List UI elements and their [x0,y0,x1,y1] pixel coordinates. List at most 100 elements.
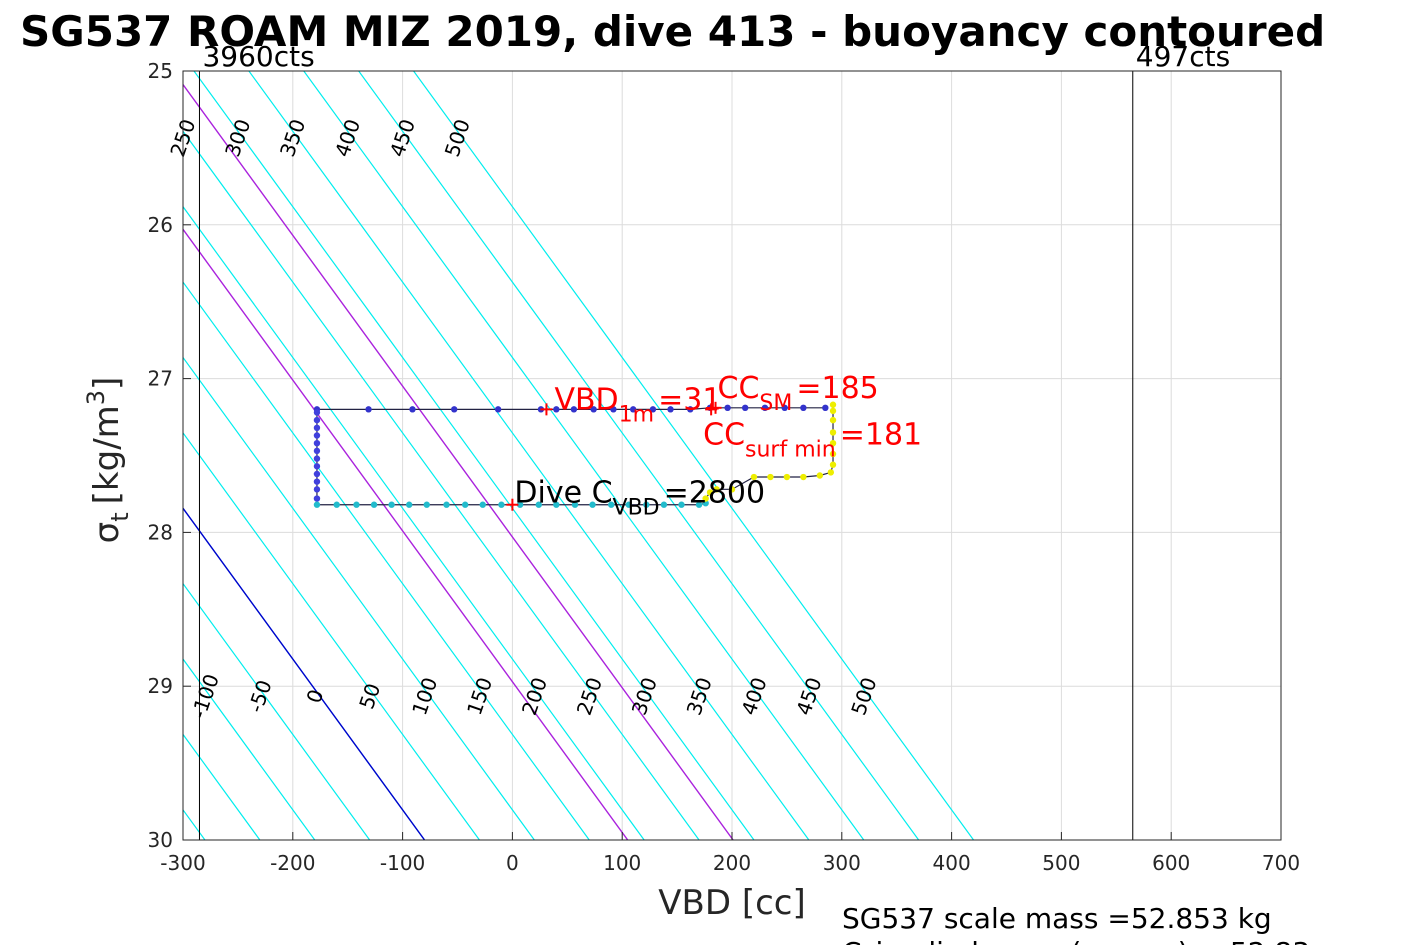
series-point [629,406,637,413]
limit-lines: 3960cts 497cts [198,40,1230,840]
y-tick-label: 29 [148,674,173,698]
series-point [313,486,321,493]
x-tick-label: 300 [823,851,861,875]
series-point [313,478,321,485]
series-point [827,469,835,476]
series-point [829,461,837,468]
series-point [800,404,807,412]
series-point [388,501,395,508]
series-point [761,404,769,412]
series-point [405,501,413,508]
contour-line [183,205,645,840]
series-point [516,501,524,508]
series-point [313,495,321,502]
contour-line [183,356,535,840]
series-point [702,495,709,502]
series-point [553,501,560,508]
series-point [461,501,469,508]
y-tick-label: 26 [148,213,173,237]
y-axis-label: σt [kg/m3] [82,377,134,544]
series-point [767,473,774,481]
y-tick-label: 25 [148,59,173,83]
series-point [313,439,321,447]
marker-label: CCsurf min =181 [703,417,922,462]
x-tick-label: 200 [713,851,751,875]
y-label-sigma: σ [87,522,127,544]
limit-label: 3960cts [202,40,314,73]
x-tick-label: -100 [380,851,425,875]
contour-line [0,71,40,840]
y-tick-label: 30 [148,828,173,852]
marker-label: Dive CVBD =2800 [514,476,765,521]
highlight-contour-line [183,507,426,840]
series-point [783,473,791,481]
series-point [829,401,837,408]
contour-line [413,71,975,840]
limit-label: 497cts [1136,40,1230,73]
series-point [313,455,321,462]
series-point [313,432,321,439]
x-tick-label: -200 [270,851,315,875]
series-point [829,416,837,424]
marker-label: CCSM =185 [718,371,879,416]
series-point [687,406,694,413]
series-point [649,406,657,413]
series-point [822,404,829,412]
series-point [535,501,542,508]
contour-line [358,71,920,840]
series-point [479,501,486,508]
x-tick-label: -300 [160,851,205,875]
contour-line [303,71,865,840]
data-series [313,401,837,508]
series-point [570,406,578,413]
series-point [313,424,321,432]
y-label-units: [kg/m [87,405,127,504]
series-point [741,404,749,412]
chart-title: SG537 ROAM MIZ 2019, dive 413 - buoyancy… [20,7,1325,56]
series-point [800,473,807,481]
series-point [313,447,321,455]
series-point [660,501,668,508]
y-label-sub: t [106,512,134,521]
y-tick-label: 28 [148,520,173,544]
axis-ticks: -300 -200 -100 0 100 200 300 400 500 600 700 25 26 27… [148,59,1301,875]
series-point [713,486,720,493]
series-point [590,406,597,413]
marker-label: VBD1m =31 [554,382,721,427]
series-point [409,406,416,413]
highlight-contour-line [183,83,734,840]
series-point [728,486,736,493]
svg-text:σt[kg/m3]: σt [kg/m3] [82,377,134,544]
series-point [678,501,685,508]
contour-line [183,582,371,840]
series-point [571,501,579,508]
x-tick-label: 700 [1262,851,1300,875]
series-point [494,406,502,413]
series-point [667,406,674,413]
contour-line [183,658,316,840]
series-point [608,501,615,508]
series-point [353,501,360,508]
series-point [589,501,596,508]
series-point [451,406,458,413]
x-tick-label: 400 [933,851,971,875]
series-point [750,473,758,481]
contour-line [0,71,95,840]
series-point [313,501,321,508]
series-point [423,501,430,508]
series-point [365,406,372,413]
series-point [829,407,837,415]
contour-line [193,71,755,840]
x-axis-label: VBD [cc] [658,883,806,923]
series-point [781,404,788,412]
x-tick-label: 0 [506,851,519,875]
series-point [625,501,632,508]
y-label-end: ] [87,377,127,390]
series-point [816,472,824,479]
series-point [333,501,340,508]
x-tick-label: 100 [603,851,641,875]
series-point [829,450,837,458]
